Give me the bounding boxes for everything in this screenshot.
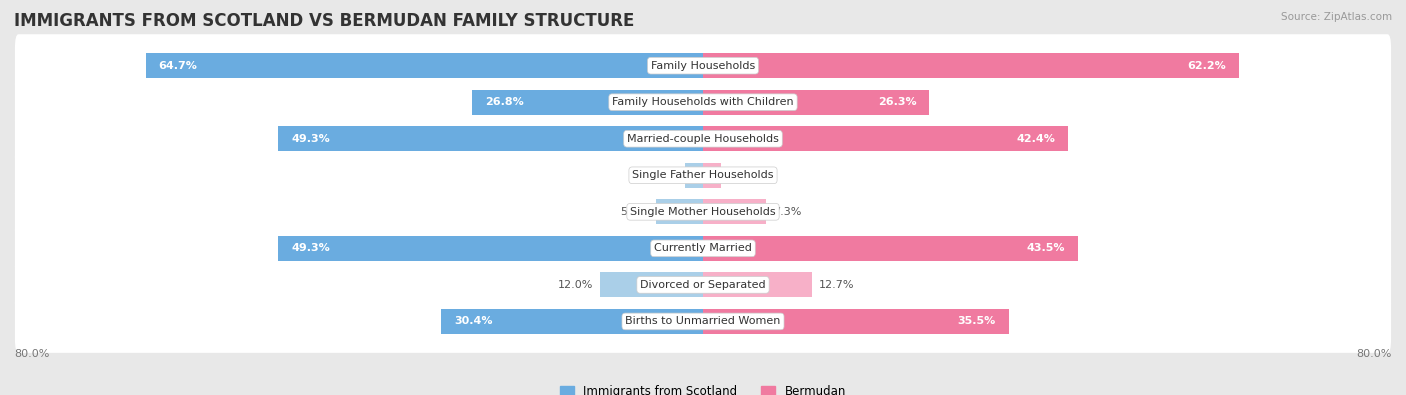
Bar (703, 236, 1077, 261)
Text: Divorced or Separated: Divorced or Separated (640, 280, 766, 290)
FancyBboxPatch shape (15, 34, 1391, 97)
Bar (703, 309, 1008, 334)
Bar (703, 53, 1239, 78)
Text: 7.3%: 7.3% (773, 207, 801, 217)
Bar (703, 90, 929, 115)
Text: 12.0%: 12.0% (557, 280, 593, 290)
Bar (599, 273, 703, 297)
Bar (278, 236, 703, 261)
FancyBboxPatch shape (15, 290, 1391, 353)
Text: 64.7%: 64.7% (159, 61, 198, 71)
Text: 43.5%: 43.5% (1026, 243, 1064, 253)
FancyBboxPatch shape (15, 71, 1391, 134)
Text: 26.3%: 26.3% (877, 97, 917, 107)
Bar (703, 126, 1069, 151)
Text: 2.1%: 2.1% (650, 170, 678, 180)
Bar (655, 199, 703, 224)
Bar (146, 53, 703, 78)
Text: 80.0%: 80.0% (1357, 349, 1392, 359)
Text: 62.2%: 62.2% (1187, 61, 1226, 71)
Text: Family Households: Family Households (651, 61, 755, 71)
FancyBboxPatch shape (15, 144, 1391, 207)
Text: 35.5%: 35.5% (957, 316, 995, 326)
Text: 26.8%: 26.8% (485, 97, 524, 107)
Text: 12.7%: 12.7% (820, 280, 855, 290)
Bar (278, 126, 703, 151)
Bar (472, 90, 703, 115)
Text: Family Households with Children: Family Households with Children (612, 97, 794, 107)
Bar (703, 199, 766, 224)
Text: Married-couple Households: Married-couple Households (627, 134, 779, 144)
FancyBboxPatch shape (15, 181, 1391, 243)
Bar (703, 273, 813, 297)
Bar (685, 163, 703, 188)
Text: 49.3%: 49.3% (291, 134, 330, 144)
Text: 42.4%: 42.4% (1017, 134, 1056, 144)
Text: IMMIGRANTS FROM SCOTLAND VS BERMUDAN FAMILY STRUCTURE: IMMIGRANTS FROM SCOTLAND VS BERMUDAN FAM… (14, 12, 634, 30)
Text: Single Mother Households: Single Mother Households (630, 207, 776, 217)
Bar (703, 163, 721, 188)
FancyBboxPatch shape (15, 107, 1391, 170)
Text: 5.5%: 5.5% (620, 207, 648, 217)
Text: 80.0%: 80.0% (14, 349, 49, 359)
Legend: Immigrants from Scotland, Bermudan: Immigrants from Scotland, Bermudan (560, 385, 846, 395)
Text: Births to Unmarried Women: Births to Unmarried Women (626, 316, 780, 326)
FancyBboxPatch shape (15, 254, 1391, 316)
Text: Source: ZipAtlas.com: Source: ZipAtlas.com (1281, 12, 1392, 22)
Text: 49.3%: 49.3% (291, 243, 330, 253)
FancyBboxPatch shape (15, 217, 1391, 280)
Text: Currently Married: Currently Married (654, 243, 752, 253)
Text: 30.4%: 30.4% (454, 316, 492, 326)
Bar (441, 309, 703, 334)
Text: 2.1%: 2.1% (728, 170, 756, 180)
Text: Single Father Households: Single Father Households (633, 170, 773, 180)
